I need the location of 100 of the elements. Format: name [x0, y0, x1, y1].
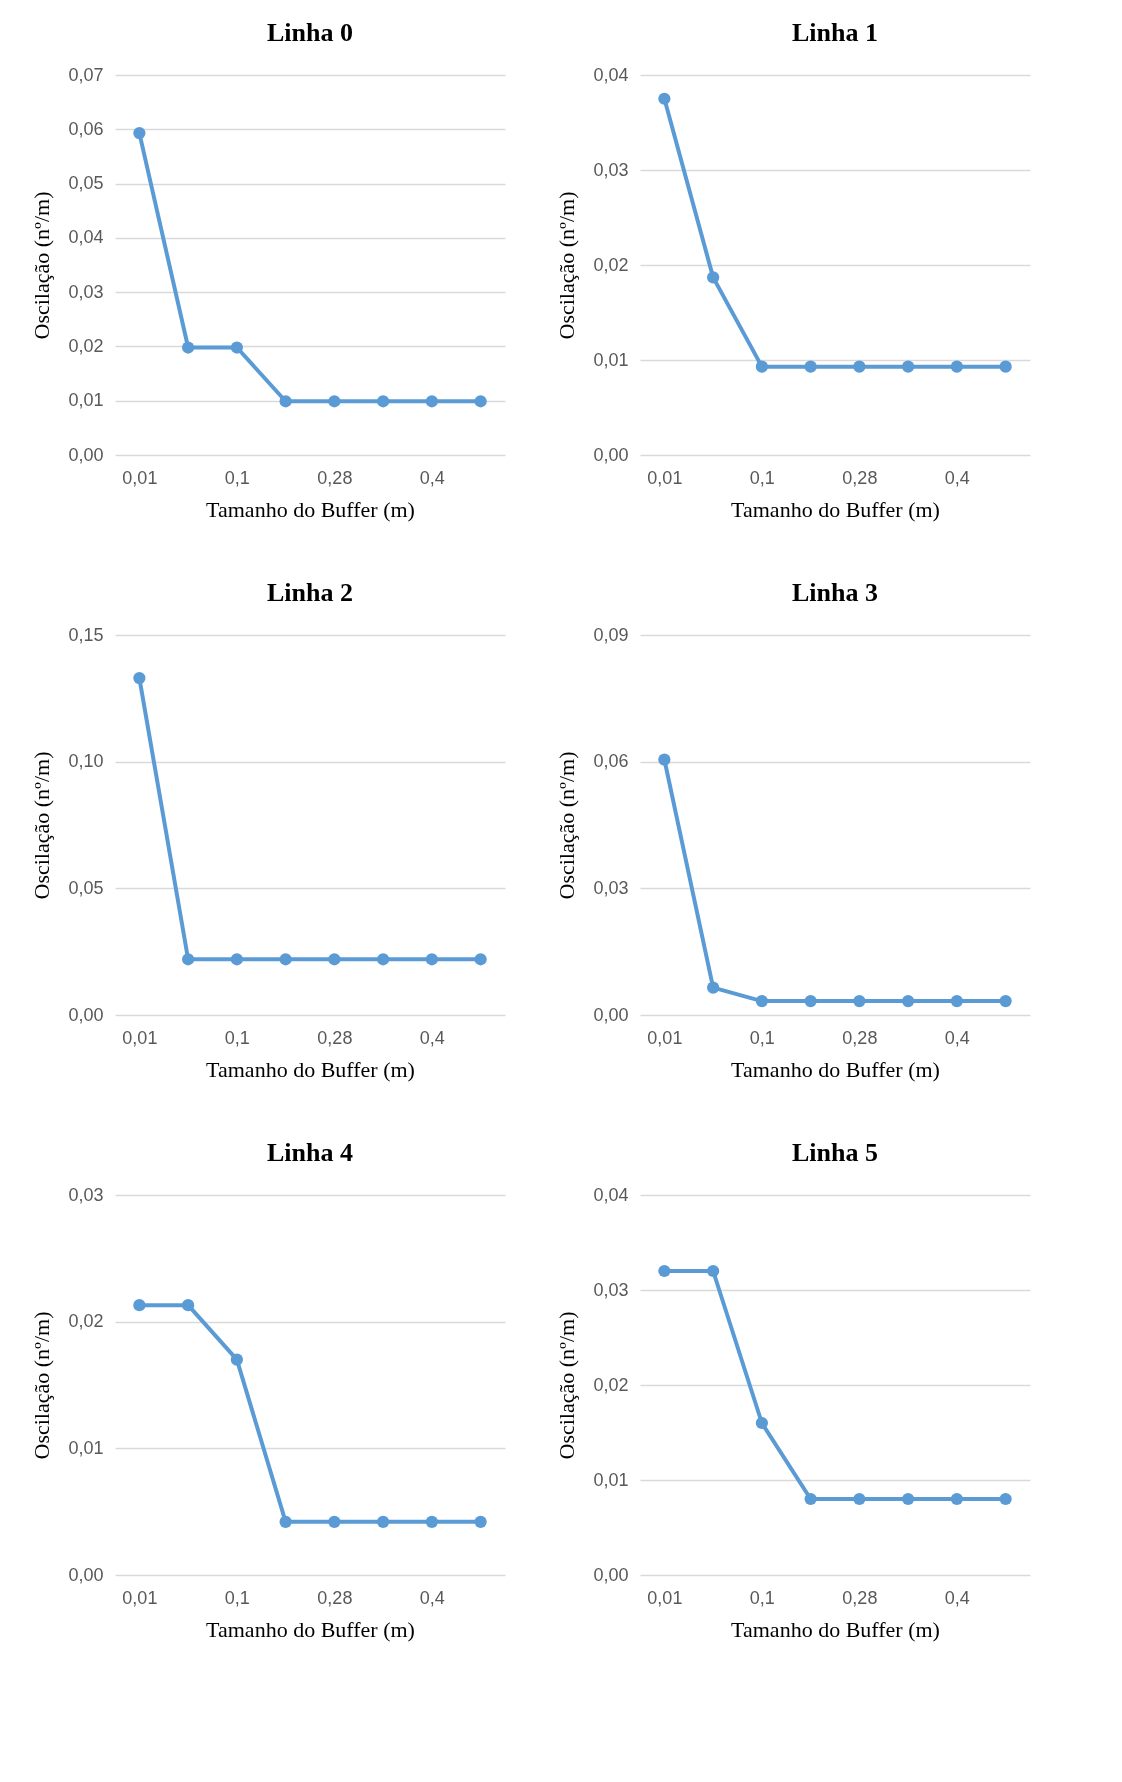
point: [999, 1492, 1012, 1506]
y-axis-title: Oscilação (nº/m): [554, 191, 580, 340]
y-tick-label: 0,03: [593, 877, 629, 898]
point: [950, 1492, 963, 1506]
chart-title: Linha 1: [792, 18, 878, 47]
y-tick-label: 0,03: [593, 159, 629, 180]
chart-title: Linha 5: [792, 1138, 878, 1167]
point: [425, 395, 438, 408]
y-tick-label: 0,15: [68, 624, 104, 645]
x-axis-title: Tamanho do Buffer (m): [206, 496, 415, 522]
y-tick-label: 0,04: [593, 64, 629, 85]
point: [328, 1515, 341, 1528]
point: [950, 360, 963, 373]
y-axis-title: Oscilação (nº/m): [29, 1311, 55, 1460]
x-tick-label: 0,28: [842, 467, 878, 488]
x-axis-title: Tamanho do Buffer (m): [206, 1616, 415, 1642]
chart-title: Linha 4: [267, 1138, 353, 1167]
x-tick-label: 0,01: [647, 1027, 683, 1048]
point: [950, 994, 963, 1008]
point: [182, 341, 195, 354]
point: [425, 1515, 438, 1528]
chart-title: Linha 0: [267, 18, 353, 47]
y-tick-label: 0,00: [68, 1564, 104, 1585]
y-tick-label: 0,01: [68, 390, 104, 411]
point: [133, 1299, 146, 1312]
x-tick-label: 0,28: [317, 467, 353, 488]
point: [377, 395, 390, 408]
point: [902, 360, 915, 373]
point: [279, 395, 292, 408]
point: [902, 1492, 915, 1506]
point: [658, 753, 671, 766]
x-tick-label: 0,4: [944, 467, 970, 488]
y-axis-title: Oscilação (nº/m): [554, 1311, 580, 1460]
y-tick-label: 0,00: [593, 1564, 629, 1585]
point: [804, 360, 817, 373]
y-tick-label: 0,05: [68, 173, 104, 194]
x-tick-label: 0,28: [317, 1027, 353, 1048]
y-tick-label: 0,04: [68, 227, 104, 248]
y-tick-label: 0,00: [68, 444, 104, 465]
x-tick-label: 0,4: [419, 1027, 445, 1048]
y-tick-label: 0,02: [593, 1374, 629, 1395]
x-tick-label: 0,4: [944, 1027, 970, 1048]
y-tick-label: 0,04: [593, 1184, 629, 1205]
y-tick-label: 0,05: [68, 877, 104, 898]
x-axis-title: Tamanho do Buffer (m): [731, 1056, 940, 1082]
x-tick-label: 0,1: [224, 1027, 250, 1048]
point: [474, 1515, 487, 1528]
y-tick-label: 0,00: [593, 1004, 629, 1025]
x-tick-label: 0,01: [122, 1027, 158, 1048]
x-tick-label: 0,01: [122, 1587, 158, 1608]
x-tick-label: 0,28: [842, 1587, 878, 1608]
point: [474, 395, 487, 408]
point: [658, 1264, 671, 1278]
y-axis-title: Oscilação (nº/m): [29, 191, 55, 340]
point: [133, 126, 146, 140]
point: [328, 395, 341, 408]
point: [182, 1299, 195, 1312]
y-tick-label: 0,01: [593, 349, 629, 370]
y-tick-label: 0,02: [68, 1311, 104, 1332]
y-tick-label: 0,03: [68, 1184, 104, 1205]
y-tick-label: 0,06: [68, 118, 104, 139]
chart-title: Linha 3: [792, 578, 878, 607]
y-tick-label: 0,07: [68, 64, 104, 85]
point: [804, 1492, 817, 1506]
point: [707, 981, 720, 994]
y-tick-label: 0,02: [593, 254, 629, 275]
y-tick-label: 0,00: [593, 444, 629, 465]
point: [279, 1515, 292, 1528]
x-tick-label: 0,01: [122, 467, 158, 488]
point: [902, 994, 915, 1008]
x-axis-title: Tamanho do Buffer (m): [206, 1056, 415, 1082]
x-tick-label: 0,4: [419, 467, 445, 488]
point: [853, 360, 866, 373]
point: [999, 994, 1012, 1008]
x-axis-title: Tamanho do Buffer (m): [731, 1616, 940, 1642]
x-tick-label: 0,1: [749, 1587, 775, 1608]
x-tick-label: 0,1: [224, 467, 250, 488]
x-tick-label: 0,4: [419, 1587, 445, 1608]
point: [230, 1353, 243, 1366]
x-tick-label: 0,01: [647, 1587, 683, 1608]
x-tick-label: 0,28: [317, 1587, 353, 1608]
x-tick-label: 0,4: [944, 1587, 970, 1608]
x-tick-label: 0,1: [224, 1587, 250, 1608]
y-tick-label: 0,09: [593, 624, 629, 645]
x-tick-label: 0,28: [842, 1027, 878, 1048]
point: [804, 994, 817, 1008]
y-tick-label: 0,10: [68, 751, 104, 772]
chart-title: Linha 2: [267, 578, 353, 607]
x-tick-label: 0,1: [749, 467, 775, 488]
x-tick-label: 0,1: [749, 1027, 775, 1048]
point: [707, 271, 720, 284]
y-tick-label: 0,06: [593, 751, 629, 772]
point: [755, 360, 768, 373]
point: [377, 1515, 390, 1528]
point: [755, 1416, 768, 1430]
point: [755, 994, 768, 1008]
point: [230, 341, 243, 354]
y-axis-title: Oscilação (nº/m): [554, 751, 580, 900]
y-axis-title: Oscilação (nº/m): [29, 751, 55, 900]
point: [853, 1492, 866, 1506]
